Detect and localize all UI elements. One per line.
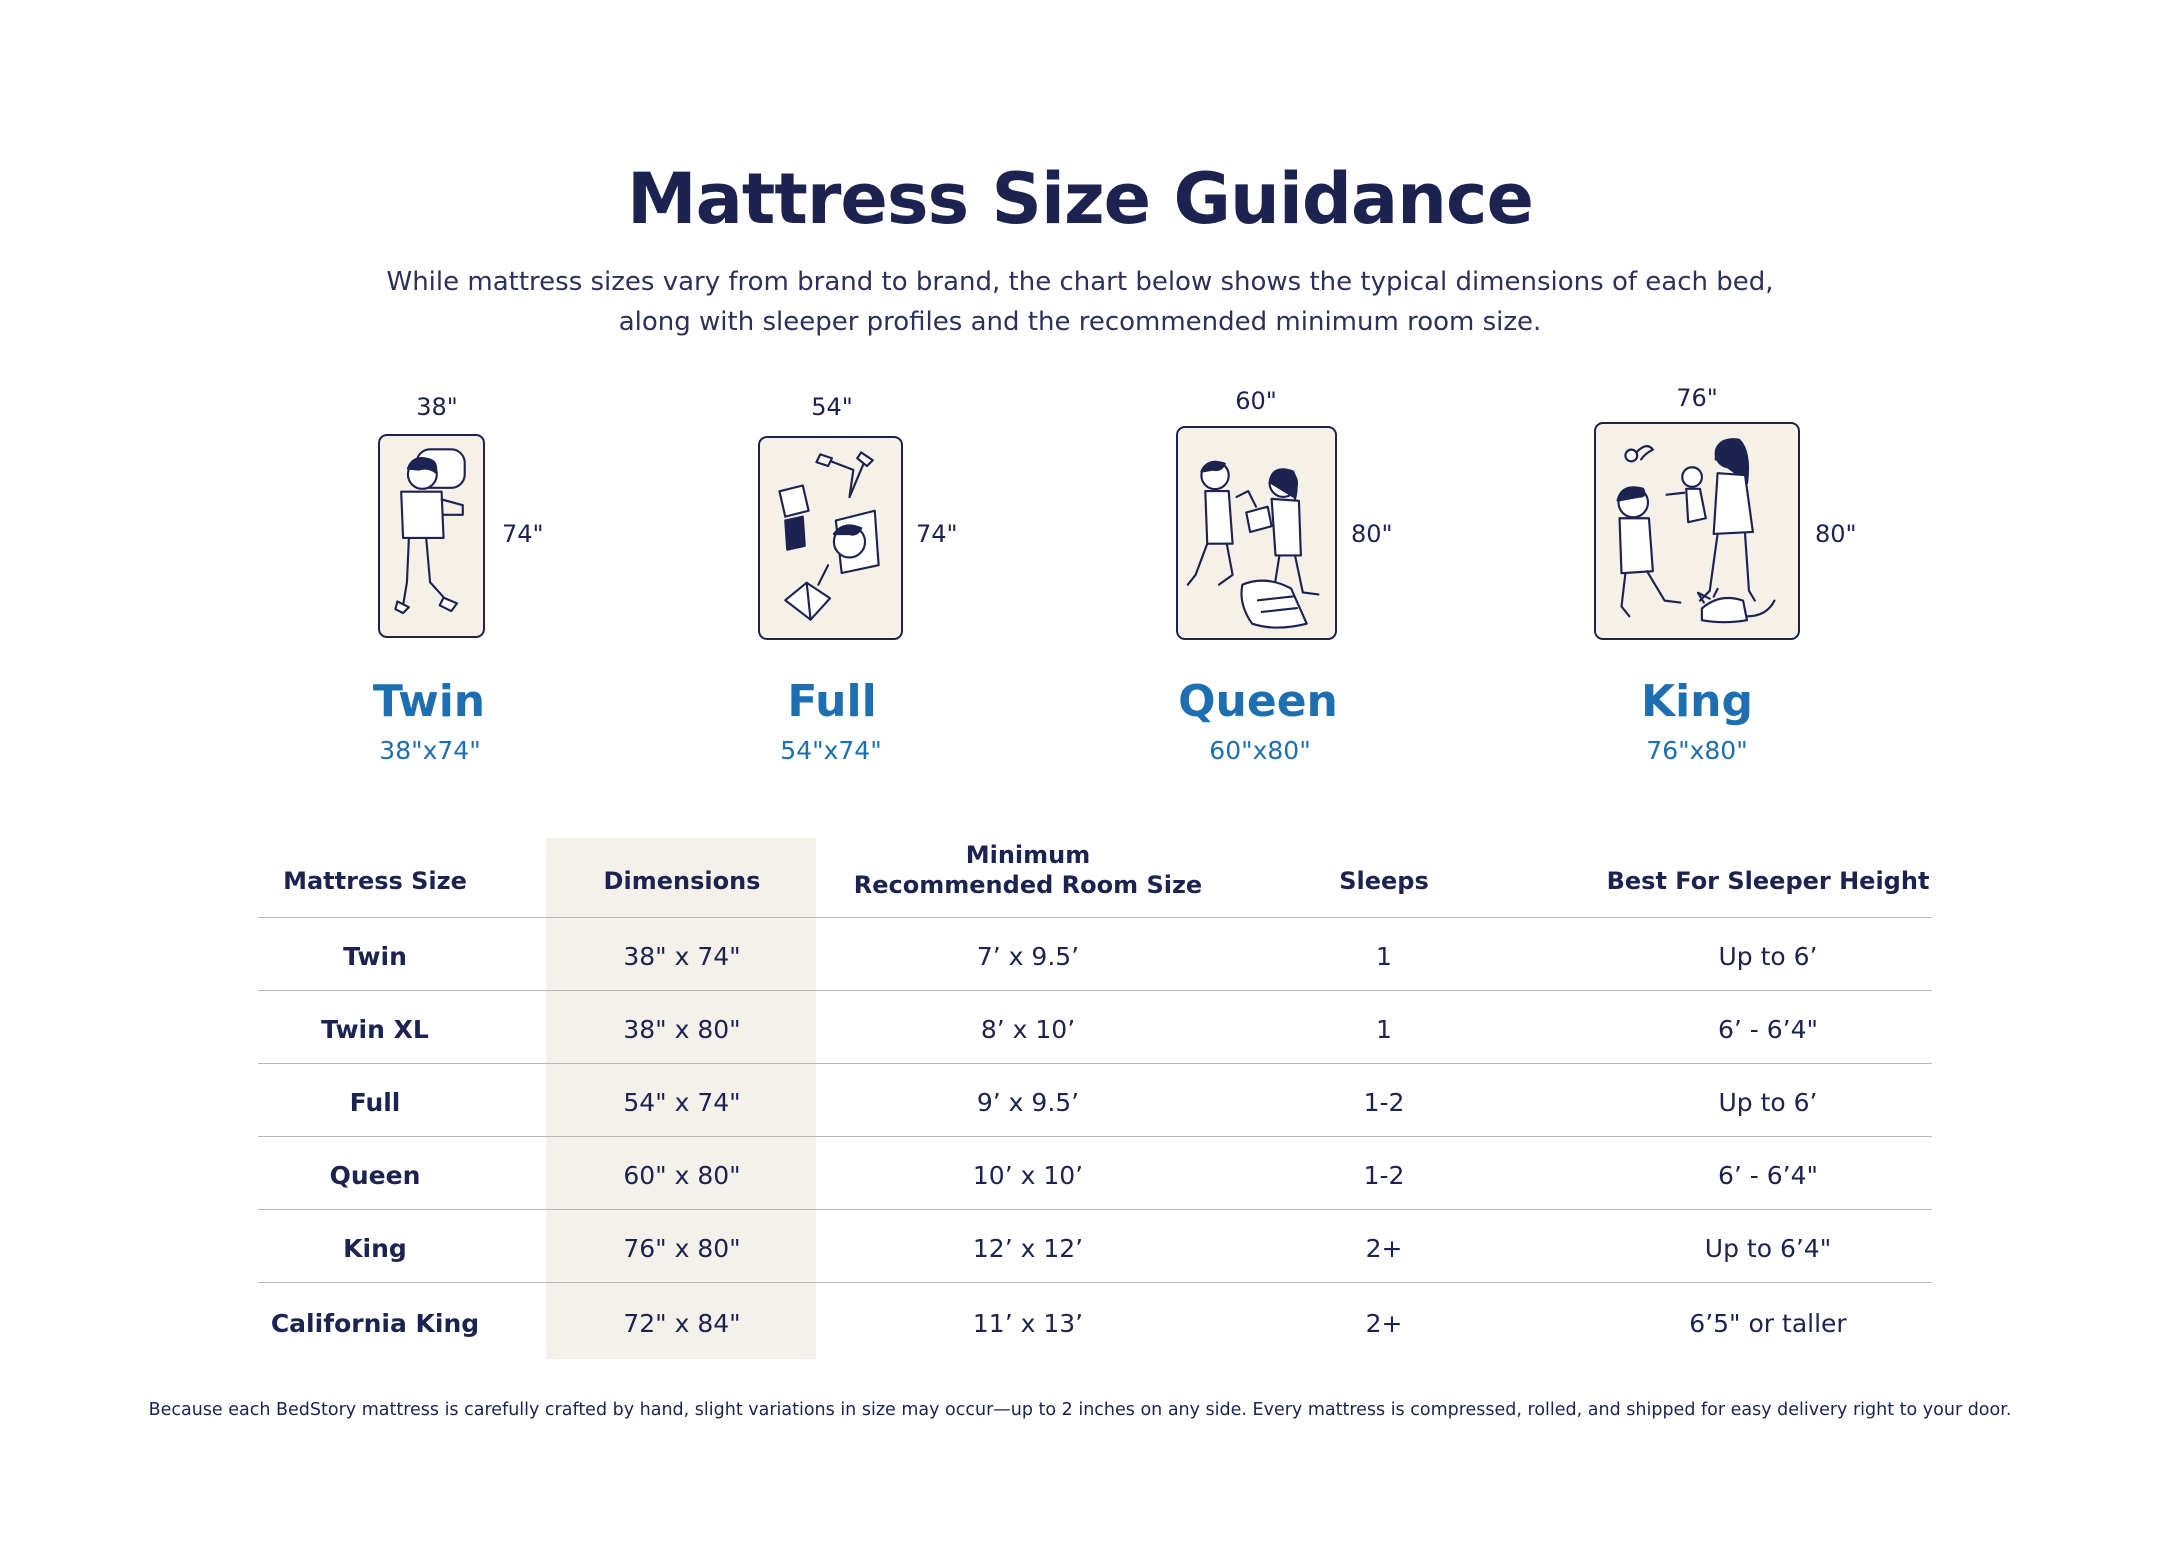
subtitle-line-1: While mattress sizes vary from brand to … bbox=[386, 267, 1774, 297]
cell-dimensions: 38" x 74" bbox=[623, 942, 741, 971]
queen-width-label: 60" bbox=[1235, 387, 1277, 415]
cell-size: King bbox=[343, 1234, 407, 1263]
cell-size: Twin bbox=[343, 942, 407, 971]
dimensions-column-highlight bbox=[546, 838, 816, 1359]
cell-size: Full bbox=[349, 1088, 401, 1117]
page-title: Mattress Size Guidance bbox=[627, 158, 1534, 240]
cell-dimensions: 72" x 84" bbox=[623, 1309, 741, 1338]
table-row: Queen 60" x 80" 10’ x 10’ 1-2 6’ - 6’4" bbox=[258, 1139, 1932, 1212]
row-divider bbox=[258, 1282, 1932, 1283]
twin-size-dimensions: 38"x74" bbox=[379, 736, 481, 765]
full-size-name: Full bbox=[787, 676, 877, 727]
table-row: Twin XL 38" x 80" 8’ x 10’ 1 6’ - 6’4" bbox=[258, 993, 1932, 1066]
cell-room-size: 12’ x 12’ bbox=[972, 1234, 1084, 1263]
cell-sleeper-height: 6’5" or taller bbox=[1689, 1309, 1847, 1338]
cell-sleeps: 1-2 bbox=[1363, 1088, 1405, 1117]
full-mattress-illustration bbox=[758, 436, 903, 640]
two-children-illustration bbox=[1186, 460, 1320, 629]
header-dimensions: Dimensions bbox=[603, 867, 761, 895]
subtitle-line-2: along with sleeper profiles and the reco… bbox=[618, 307, 1542, 337]
header-recommended-room-size: Recommended Room Size bbox=[853, 871, 1203, 899]
cell-sleeper-height: Up to 6’ bbox=[1718, 942, 1818, 971]
cell-sleeper-height: 6’ - 6’4" bbox=[1717, 1161, 1819, 1190]
twin-mattress-illustration bbox=[378, 434, 485, 638]
family-with-cat-illustration bbox=[1616, 438, 1776, 624]
king-width-label: 76" bbox=[1676, 384, 1718, 412]
full-size-dimensions: 54"x74" bbox=[780, 736, 882, 765]
cell-sleeper-height: Up to 6’4" bbox=[1704, 1234, 1832, 1263]
table-row: Full 54" x 74" 9’ x 9.5’ 1-2 Up to 6’ bbox=[258, 1066, 1932, 1139]
cell-sleeper-height: Up to 6’ bbox=[1718, 1088, 1818, 1117]
sleeping-child-illustration bbox=[394, 448, 466, 615]
cell-room-size: 8’ x 10’ bbox=[980, 1015, 1076, 1044]
twin-length-label: 74" bbox=[502, 520, 544, 548]
cell-dimensions: 76" x 80" bbox=[623, 1234, 741, 1263]
row-divider bbox=[258, 1063, 1932, 1064]
full-length-label: 74" bbox=[916, 520, 958, 548]
cell-room-size: 11’ x 13’ bbox=[972, 1309, 1084, 1338]
table-row: California King 72" x 84" 11’ x 13’ 2+ 6… bbox=[258, 1287, 1932, 1360]
row-divider bbox=[258, 1209, 1932, 1210]
cell-dimensions: 54" x 74" bbox=[623, 1088, 741, 1117]
cell-sleeps: 1-2 bbox=[1363, 1161, 1405, 1190]
king-length-label: 80" bbox=[1815, 520, 1857, 548]
cell-size: Queen bbox=[329, 1161, 421, 1190]
king-size-dimensions: 76"x80" bbox=[1646, 736, 1748, 765]
row-divider bbox=[258, 1136, 1932, 1137]
header-sleeps: Sleeps bbox=[1339, 867, 1429, 895]
row-divider bbox=[258, 990, 1932, 991]
full-width-label: 54" bbox=[811, 393, 853, 421]
queen-size-name: Queen bbox=[1178, 676, 1338, 727]
cell-sleeps: 1 bbox=[1376, 1015, 1392, 1044]
cell-size: California King bbox=[270, 1309, 480, 1338]
queen-length-label: 80" bbox=[1351, 520, 1393, 548]
cell-sleeps: 2+ bbox=[1365, 1234, 1403, 1263]
cell-room-size: 7’ x 9.5’ bbox=[976, 942, 1080, 971]
king-size-name: King bbox=[1641, 676, 1753, 727]
cell-dimensions: 60" x 80" bbox=[623, 1161, 741, 1190]
cell-room-size: 9’ x 9.5’ bbox=[976, 1088, 1080, 1117]
cell-size: Twin XL bbox=[321, 1015, 429, 1044]
header-minimum: Minimum bbox=[965, 841, 1091, 869]
twin-size-name: Twin bbox=[372, 676, 486, 727]
header-mattress-size: Mattress Size bbox=[283, 867, 467, 895]
twin-width-label: 38" bbox=[416, 393, 458, 421]
table-row: King 76" x 80" 12’ x 12’ 2+ Up to 6’4" bbox=[258, 1212, 1932, 1285]
reading-child-illustration bbox=[778, 451, 880, 621]
cell-sleeps: 2+ bbox=[1365, 1309, 1403, 1338]
queen-size-dimensions: 60"x80" bbox=[1209, 736, 1311, 765]
cell-room-size: 10’ x 10’ bbox=[972, 1161, 1084, 1190]
cell-sleeper-height: 6’ - 6’4" bbox=[1717, 1015, 1819, 1044]
cell-dimensions: 38" x 80" bbox=[623, 1015, 741, 1044]
header-divider bbox=[258, 917, 1932, 918]
table-row: Twin 38" x 74" 7’ x 9.5’ 1 Up to 6’ bbox=[258, 920, 1932, 993]
queen-mattress-illustration bbox=[1176, 426, 1337, 640]
header-sleeper-height: Best For Sleeper Height bbox=[1606, 867, 1930, 895]
page-subtitle: While mattress sizes vary from brand to … bbox=[0, 262, 2160, 342]
king-mattress-illustration bbox=[1594, 422, 1800, 640]
footnote: Because each BedStory mattress is carefu… bbox=[148, 1400, 2012, 1420]
cell-sleeps: 1 bbox=[1376, 942, 1392, 971]
